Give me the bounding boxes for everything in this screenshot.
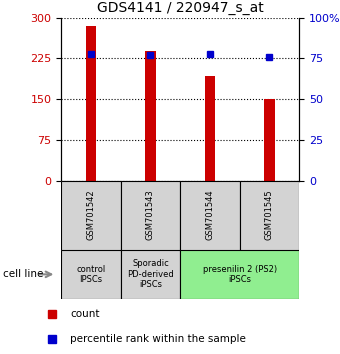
Bar	[145, 51, 156, 181]
Bar	[61, 181, 121, 250]
Bar	[121, 250, 180, 299]
Bar	[240, 181, 299, 250]
Bar	[61, 250, 121, 299]
Text: GSM701543: GSM701543	[146, 190, 155, 240]
Text: GSM701542: GSM701542	[86, 190, 96, 240]
Text: presenilin 2 (PS2)
iPSCs: presenilin 2 (PS2) iPSCs	[203, 265, 277, 284]
Text: percentile rank within the sample: percentile rank within the sample	[70, 333, 246, 344]
Text: GSM701544: GSM701544	[205, 190, 215, 240]
Bar	[205, 76, 215, 181]
Bar	[180, 250, 299, 299]
Bar	[86, 26, 96, 181]
Text: control
IPSCs: control IPSCs	[76, 265, 106, 284]
Bar	[180, 181, 240, 250]
Text: count: count	[70, 309, 100, 320]
Title: GDS4141 / 220947_s_at: GDS4141 / 220947_s_at	[97, 1, 264, 15]
Text: Sporadic
PD-derived
iPSCs: Sporadic PD-derived iPSCs	[127, 259, 174, 289]
Text: GSM701545: GSM701545	[265, 190, 274, 240]
Bar	[264, 99, 275, 181]
Bar	[121, 181, 180, 250]
Text: cell line: cell line	[3, 269, 44, 279]
